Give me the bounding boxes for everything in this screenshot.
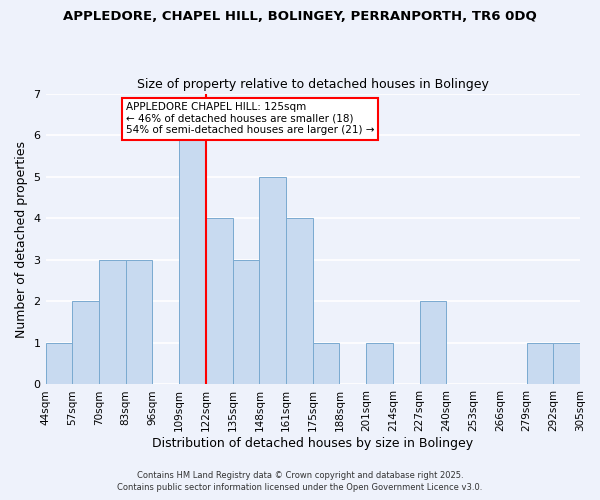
- Bar: [553, 343, 580, 384]
- Bar: [313, 343, 340, 384]
- Bar: [126, 260, 152, 384]
- Bar: [72, 302, 99, 384]
- Bar: [99, 260, 126, 384]
- Bar: [46, 343, 72, 384]
- Bar: [233, 260, 259, 384]
- X-axis label: Distribution of detached houses by size in Bolingey: Distribution of detached houses by size …: [152, 437, 473, 450]
- Bar: [527, 343, 553, 384]
- Y-axis label: Number of detached properties: Number of detached properties: [15, 140, 28, 338]
- Bar: [366, 343, 393, 384]
- Bar: [179, 135, 206, 384]
- Text: APPLEDORE CHAPEL HILL: 125sqm
← 46% of detached houses are smaller (18)
54% of s: APPLEDORE CHAPEL HILL: 125sqm ← 46% of d…: [126, 102, 374, 136]
- Text: Contains HM Land Registry data © Crown copyright and database right 2025.
Contai: Contains HM Land Registry data © Crown c…: [118, 471, 482, 492]
- Bar: [286, 218, 313, 384]
- Title: Size of property relative to detached houses in Bolingey: Size of property relative to detached ho…: [137, 78, 489, 91]
- Bar: [206, 218, 233, 384]
- Text: APPLEDORE, CHAPEL HILL, BOLINGEY, PERRANPORTH, TR6 0DQ: APPLEDORE, CHAPEL HILL, BOLINGEY, PERRAN…: [63, 10, 537, 23]
- Bar: [419, 302, 446, 384]
- Bar: [259, 176, 286, 384]
